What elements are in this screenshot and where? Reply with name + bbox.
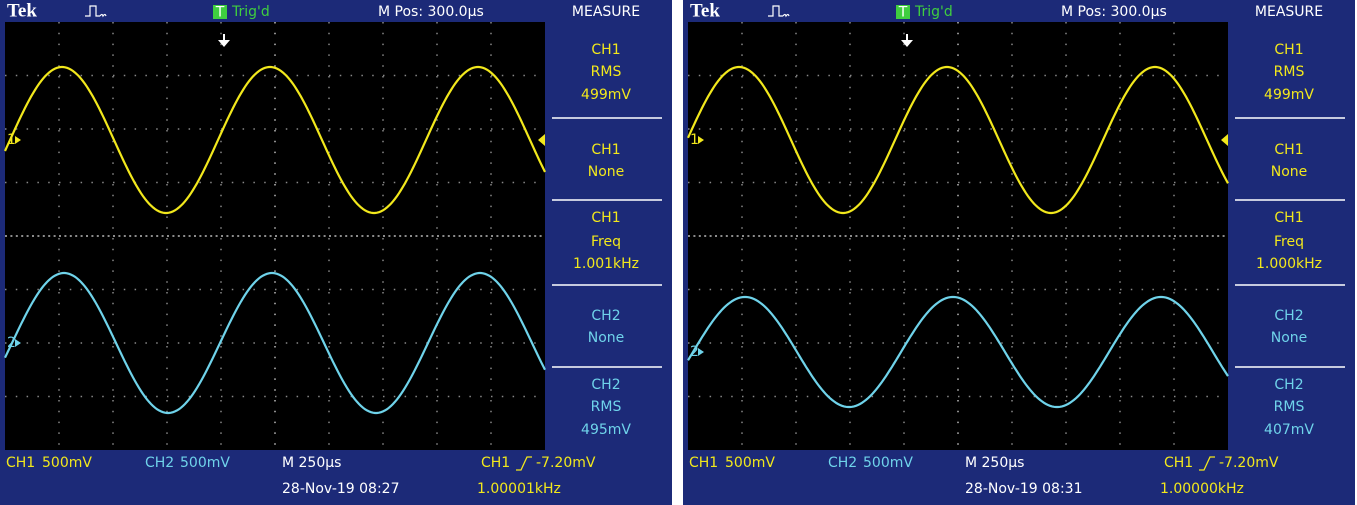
brand: Tek <box>7 0 37 21</box>
menu-title: MEASURE <box>572 4 640 20</box>
datetime: 28-Nov-19 08:27 <box>282 481 399 497</box>
measure-source: CH2 <box>591 377 620 393</box>
measure-source: CH1 <box>591 42 620 58</box>
ch1-label: CH1 <box>6 455 35 471</box>
trigger-badge: T <box>215 5 225 21</box>
ch2-marker: 2 <box>7 335 16 351</box>
measure-value: 1.000kHz <box>1256 256 1322 272</box>
timebase: M 250µs <box>282 455 341 471</box>
trigger-frequency: 1.00000kHz <box>1160 481 1244 497</box>
horizontal-position: M Pos: 300.0µs <box>378 4 484 20</box>
measure-type: RMS <box>1274 399 1305 415</box>
measure-source: CH2 <box>1274 377 1303 393</box>
measure-type: RMS <box>1274 64 1305 80</box>
trigger-source: CH1 <box>481 455 510 471</box>
brand: Tek <box>690 0 720 21</box>
measure-type: Freq <box>1274 234 1304 250</box>
trigger-frequency: 1.00001kHz <box>477 481 561 497</box>
oscilloscope-screenshots: 1 2 Tek T Trig'd M Pos: 300.0µs MEASURE CH1 RMS 4… <box>0 0 1357 505</box>
measure-source: CH1 <box>591 142 620 158</box>
measure-source: CH1 <box>591 210 620 226</box>
ch2-scale: 500mV <box>180 455 230 471</box>
measure-type: None <box>588 164 625 180</box>
scope-screen: 1 2 Tek T Trig'd M Pos: 300.0µs MEASURE CH1 RMS 4… <box>0 0 672 505</box>
ch1-marker: 1 <box>7 132 16 148</box>
measure-type: None <box>1271 164 1308 180</box>
measure-source: CH2 <box>1274 308 1303 324</box>
measure-value: 499mV <box>1264 87 1314 103</box>
ch1-marker: 1 <box>690 132 699 148</box>
trigger-level: -7.20mV <box>536 455 596 471</box>
trigger-status: Trig'd <box>914 4 953 20</box>
menu-title: MEASURE <box>1255 4 1323 20</box>
measure-value: 495mV <box>581 422 631 438</box>
measure-type: None <box>1271 330 1308 346</box>
ch1-scale: 500mV <box>42 455 92 471</box>
ch2-label: CH2 <box>145 455 174 471</box>
timebase: M 250µs <box>965 455 1024 471</box>
trigger-badge: T <box>898 5 908 21</box>
ch1-label: CH1 <box>689 455 718 471</box>
measure-value: 499mV <box>581 87 631 103</box>
trigger-level: -7.20mV <box>1219 455 1279 471</box>
measure-type: RMS <box>591 399 622 415</box>
measure-source: CH1 <box>1274 210 1303 226</box>
scope-screen: 1 2 Tek T Trig'd M Pos: 300.0µs MEASURE CH1 RMS 4… <box>683 0 1355 505</box>
measure-type: RMS <box>591 64 622 80</box>
ch2-scale: 500mV <box>863 455 913 471</box>
datetime: 28-Nov-19 08:31 <box>965 481 1082 497</box>
measure-value: 407mV <box>1264 422 1314 438</box>
measure-source: CH1 <box>1274 142 1303 158</box>
measure-value: 1.001kHz <box>573 256 639 272</box>
measure-source: CH1 <box>1274 42 1303 58</box>
horizontal-position: M Pos: 300.0µs <box>1061 4 1167 20</box>
ch2-marker: 2 <box>690 344 699 360</box>
trigger-source: CH1 <box>1164 455 1193 471</box>
measure-source: CH2 <box>591 308 620 324</box>
ch1-scale: 500mV <box>725 455 775 471</box>
measure-type: None <box>588 330 625 346</box>
ch2-label: CH2 <box>828 455 857 471</box>
measure-type: Freq <box>591 234 621 250</box>
trigger-status: Trig'd <box>231 4 270 20</box>
